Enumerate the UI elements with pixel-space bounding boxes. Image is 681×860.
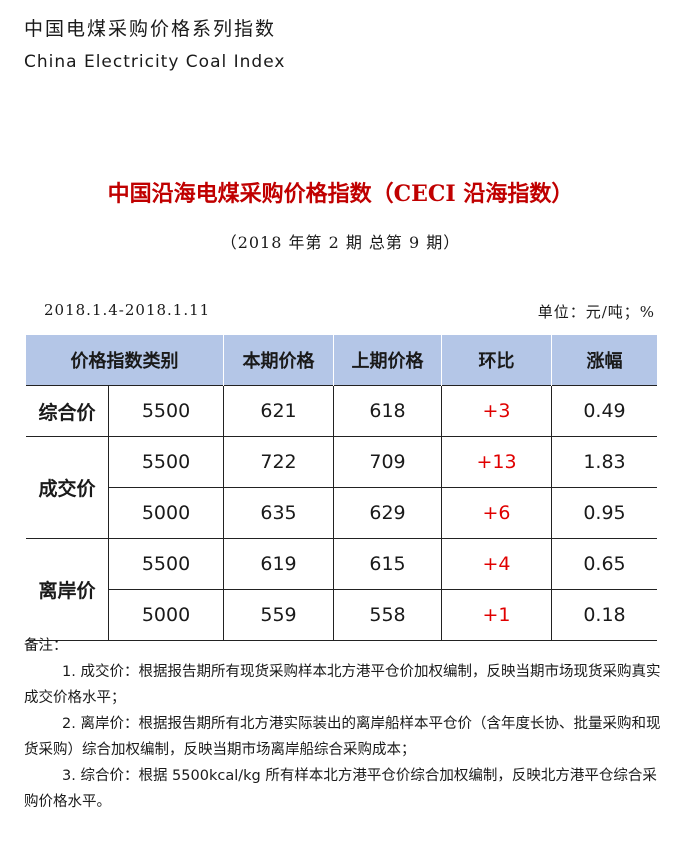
previous-price-cell: 615 (333, 538, 442, 590)
table-row: 成交价 5500 722 709 +13 1.83 (26, 436, 657, 539)
note-item: 3. 综合价：根据 5500kcal/kg 所有样本北方港平仓价综合加权编制，反… (24, 768, 657, 810)
issue-number: （2018 年第 2 期 总第 9 期） (220, 233, 461, 252)
column-header-category: 价格指数类别 (26, 335, 224, 386)
change-cell: 1.83 (551, 436, 657, 488)
mom-cell: +4 (441, 538, 552, 590)
previous-price-cell: 709 (333, 436, 442, 488)
column-header-mom: 环比 (441, 335, 552, 386)
previous-price-cell: 558 (333, 589, 442, 641)
column-header-current: 本期价格 (223, 335, 334, 386)
header-title-cn: 中国电煤采购价格系列指数 (24, 18, 277, 40)
previous-price-cell: 629 (333, 487, 442, 539)
previous-price-cell: 618 (333, 385, 442, 437)
mom-cell: +13 (441, 436, 552, 488)
mom-cell: +3 (441, 385, 552, 437)
column-header-previous: 上期价格 (333, 335, 442, 386)
change-cell: 0.49 (551, 385, 657, 437)
category-cell: 综合价 (26, 385, 109, 437)
header-title-en: China Electricity Coal Index (24, 52, 286, 72)
note-item: 1. 成交价：根据报告期所有现货采购样本北方港平仓价加权编制，反映当期市场现货采… (24, 664, 661, 706)
spec-cell: 5500 (108, 436, 224, 488)
change-cell: 0.65 (551, 538, 657, 590)
table-header-row: 价格指数类别 本期价格 上期价格 环比 涨幅 (26, 335, 657, 386)
current-price-cell: 635 (223, 487, 334, 539)
table-row: 离岸价 5500 619 615 +4 0.65 (26, 538, 657, 641)
mom-cell: +6 (441, 487, 552, 539)
note-item: 2. 离岸价：根据报告期所有北方港实际装出的离岸船样本平仓价（含年度长协、批量采… (24, 716, 661, 758)
spec-cell: 5500 (108, 385, 224, 437)
category-cell: 离岸价 (26, 538, 109, 641)
notes-label: 备注： (24, 638, 68, 654)
spec-cell: 5000 (108, 487, 224, 539)
spec-cell: 5500 (108, 538, 224, 590)
price-index-table: 价格指数类别 本期价格 上期价格 环比 涨幅 综合价 5500 621 618 … (26, 335, 657, 641)
notes-section: 备注： 1. 成交价：根据报告期所有现货采购样本北方港平仓价加权编制，反映当期市… (24, 633, 664, 815)
change-cell: 0.18 (551, 589, 657, 641)
change-cell: 0.95 (551, 487, 657, 539)
current-price-cell: 559 (223, 589, 334, 641)
mom-cell: +1 (441, 589, 552, 641)
current-price-cell: 619 (223, 538, 334, 590)
unit-label: 单位：元/吨；% (537, 303, 655, 321)
category-cell: 成交价 (26, 436, 109, 539)
date-range: 2018.1.4-2018.1.11 (44, 301, 211, 319)
table-row: 5000 559 558 +1 0.18 (26, 589, 657, 641)
current-price-cell: 621 (223, 385, 334, 437)
current-price-cell: 722 (223, 436, 334, 488)
document-title: 中国沿海电煤采购价格指数（CECI 沿海指数） (107, 181, 574, 207)
spec-cell: 5000 (108, 589, 224, 641)
column-header-change: 涨幅 (551, 335, 657, 386)
table-row: 5000 635 629 +6 0.95 (26, 487, 657, 539)
table-row: 综合价 5500 621 618 +3 0.49 (26, 385, 657, 437)
